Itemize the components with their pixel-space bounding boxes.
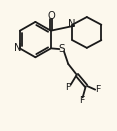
Text: N: N [68, 19, 75, 29]
Text: O: O [48, 11, 55, 21]
Text: N: N [14, 43, 22, 53]
Text: F: F [79, 96, 84, 105]
Text: S: S [59, 44, 65, 54]
Text: F: F [95, 85, 100, 94]
Text: F: F [66, 83, 71, 92]
